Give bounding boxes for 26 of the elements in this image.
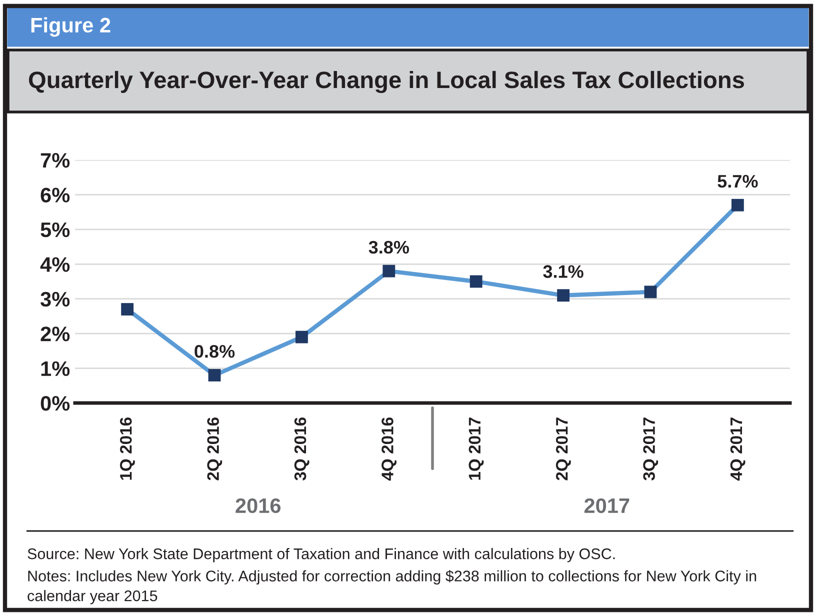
chart-title: Quarterly Year-Over-Year Change in Local Sales Tax Collections <box>28 70 744 94</box>
x-tick-label: 2Q 2017 <box>556 418 571 480</box>
data-label: 5.7% <box>718 174 758 188</box>
y-tick-label: 1% <box>41 361 70 376</box>
text: Notes: Includes New York City. Adjusted for correction adding $238 million to collections for New York City in calendar year 2015 <box>28 570 756 604</box>
data-label: 3.1% <box>543 265 584 278</box>
source-note: Source: New York State Department of Taxation and Finance with calculations by OSC. <box>28 548 615 562</box>
x-tick-label: 3Q 2016 <box>294 417 310 480</box>
y-tick-label: 6% <box>40 188 70 202</box>
x-tick-label: 4Q 2017 <box>730 418 746 481</box>
y-tick-label: 0% <box>40 396 70 411</box>
y-tick-label: 5% <box>40 222 70 238</box>
x-tick-label: 3Q 2017 <box>643 418 658 480</box>
text: 2017 <box>584 498 630 514</box>
y-tick-label: 3% <box>40 292 70 307</box>
data-label: 0.8% <box>194 344 235 358</box>
text: 2016 <box>236 498 281 514</box>
x-tick-label: 1Q 2017 <box>468 418 484 480</box>
y-tick-label: 7% <box>40 153 70 168</box>
x-tick-label: 2Q 2016 <box>207 417 222 480</box>
chart-subtitle: Figure 2 <box>31 17 110 37</box>
y-tick-label: 2% <box>40 326 70 342</box>
data-label: 3.8% <box>368 240 410 254</box>
x-tick-label: 1Q 2016 <box>120 417 135 480</box>
y-tick-label: 4% <box>40 257 70 272</box>
x-tick-label: 4Q 2016 <box>382 417 396 481</box>
